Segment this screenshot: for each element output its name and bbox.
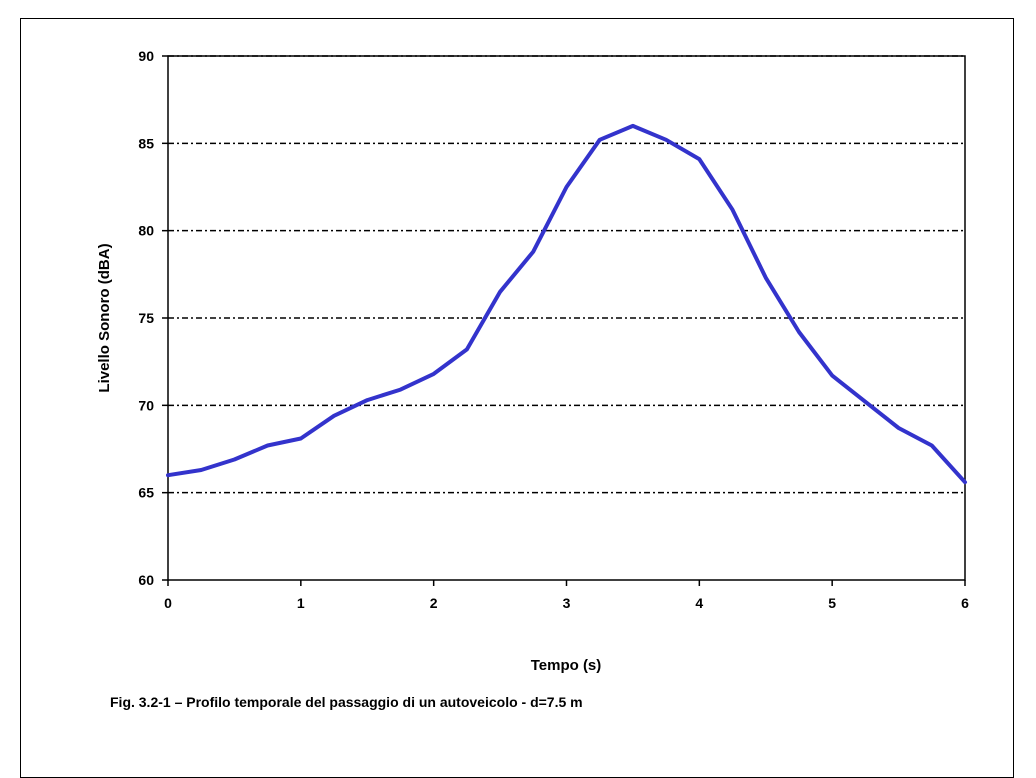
series-line: [166, 123, 967, 485]
x-tick-label: 2: [430, 595, 438, 611]
y-axis-title: Livello Sonoro (dBA): [96, 243, 113, 392]
line-chart: 60 65 70 75 80 85 90 0 1 2 3 4 5 6 Tempo (s) Livello…: [96, 48, 969, 674]
x-tick-label: 5: [828, 595, 836, 611]
y-tick-label: 65: [138, 485, 154, 501]
y-tick-label: 75: [138, 310, 154, 326]
x-tick-label: 4: [695, 595, 703, 611]
grid-lines: [168, 55, 965, 494]
figure-caption: Fig. 3.2-1 – Profilo temporale del passa…: [110, 694, 583, 710]
x-tick-label: 3: [563, 595, 571, 611]
y-tick-label: 60: [138, 572, 154, 588]
y-tick-label: 90: [138, 48, 154, 64]
axis-ticks: [162, 55, 966, 586]
y-tick-label: 80: [138, 223, 154, 239]
x-axis-title: Tempo (s): [531, 657, 602, 674]
y-tick-labels: 60 65 70 75 80 85 90: [138, 48, 154, 588]
x-tick-label: 1: [297, 595, 305, 611]
x-tick-label: 6: [961, 595, 969, 611]
y-tick-label: 70: [138, 397, 154, 413]
y-tick-label: 85: [138, 135, 154, 151]
x-tick-labels: 0 1 2 3 4 5 6: [164, 595, 969, 611]
x-tick-label: 0: [164, 595, 172, 611]
